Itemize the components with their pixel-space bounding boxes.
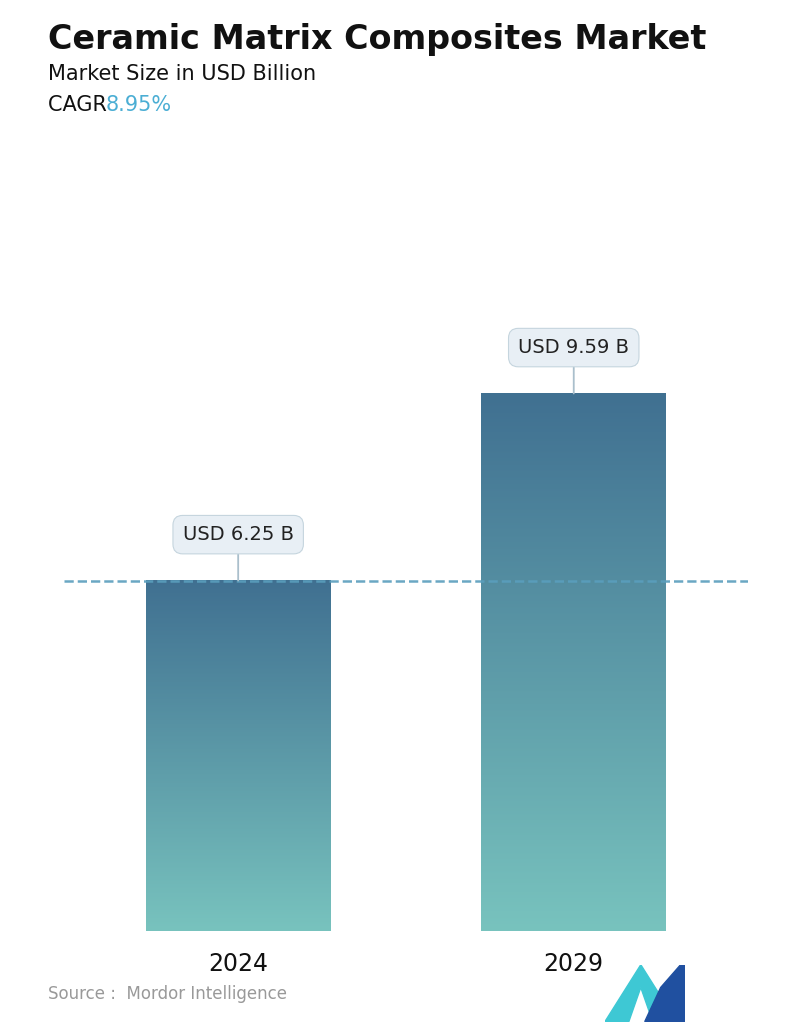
Polygon shape: [645, 965, 685, 1022]
Text: Source :  Mordor Intelligence: Source : Mordor Intelligence: [48, 985, 287, 1003]
Text: USD 9.59 B: USD 9.59 B: [518, 338, 630, 394]
Text: USD 6.25 B: USD 6.25 B: [182, 525, 294, 580]
Text: Ceramic Matrix Composites Market: Ceramic Matrix Composites Market: [48, 23, 706, 56]
Text: 8.95%: 8.95%: [106, 95, 172, 115]
Polygon shape: [605, 965, 677, 1022]
Text: CAGR: CAGR: [48, 95, 113, 115]
Text: Market Size in USD Billion: Market Size in USD Billion: [48, 64, 316, 84]
